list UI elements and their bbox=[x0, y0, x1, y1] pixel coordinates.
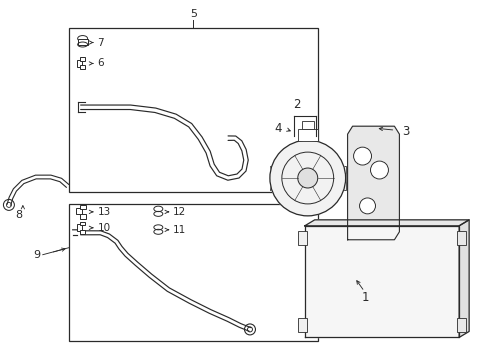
Bar bbox=[78, 39, 87, 45]
Bar bbox=[80, 66, 85, 69]
Bar bbox=[80, 230, 85, 234]
Circle shape bbox=[353, 147, 371, 165]
Polygon shape bbox=[347, 126, 399, 240]
Bar bbox=[456, 231, 465, 245]
Polygon shape bbox=[458, 220, 468, 337]
Text: 5: 5 bbox=[189, 9, 196, 19]
Text: 13: 13 bbox=[98, 207, 111, 217]
Bar bbox=[269, 166, 345, 190]
Text: 2: 2 bbox=[292, 98, 300, 111]
Circle shape bbox=[269, 140, 345, 216]
Text: 4: 4 bbox=[274, 122, 281, 135]
Bar bbox=[77, 60, 82, 67]
Text: 9: 9 bbox=[33, 250, 40, 260]
Bar bbox=[80, 222, 85, 225]
Bar bbox=[154, 209, 163, 214]
Bar bbox=[154, 227, 163, 232]
Bar bbox=[297, 129, 317, 141]
Bar bbox=[80, 206, 85, 210]
Text: 3: 3 bbox=[402, 125, 409, 138]
Bar bbox=[76, 208, 82, 214]
Text: 12: 12 bbox=[173, 207, 186, 217]
Polygon shape bbox=[304, 226, 458, 337]
Bar bbox=[80, 57, 85, 62]
Circle shape bbox=[359, 198, 375, 214]
Bar bbox=[68, 28, 317, 192]
Text: 10: 10 bbox=[98, 223, 110, 233]
Text: 8: 8 bbox=[15, 210, 22, 220]
Bar bbox=[456, 319, 465, 332]
Text: 1: 1 bbox=[361, 291, 368, 304]
Bar bbox=[80, 214, 85, 219]
Bar bbox=[301, 121, 313, 129]
Polygon shape bbox=[304, 220, 468, 226]
Bar bbox=[297, 319, 306, 332]
Bar bbox=[297, 231, 306, 245]
Bar bbox=[77, 224, 82, 231]
Circle shape bbox=[370, 161, 387, 179]
Bar bbox=[68, 204, 317, 341]
Circle shape bbox=[297, 168, 317, 188]
Text: 6: 6 bbox=[98, 58, 104, 68]
Text: 7: 7 bbox=[98, 37, 104, 48]
Text: 11: 11 bbox=[173, 225, 186, 235]
